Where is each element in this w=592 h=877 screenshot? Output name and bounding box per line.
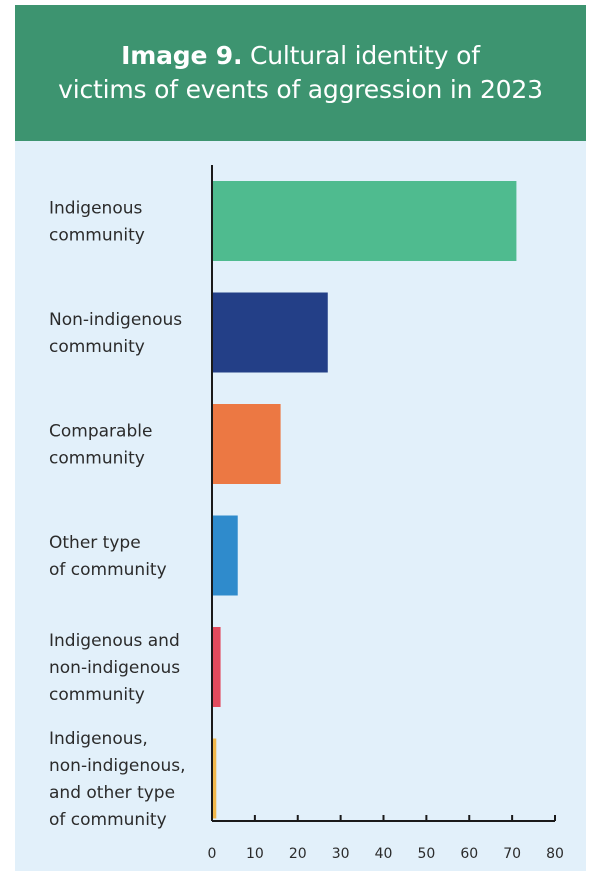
chart-title-prefix: Image 9. bbox=[121, 41, 243, 70]
chart-title-line-2: victims of events of aggression in 2023 bbox=[58, 75, 543, 104]
chart-title-text: Cultural identity of bbox=[250, 41, 480, 70]
category-label-5: Indigenous and non-indigenous community bbox=[49, 631, 180, 705]
chart-title-banner: Image 9. Cultural identity of victims of… bbox=[15, 5, 586, 141]
bar-5 bbox=[212, 627, 221, 707]
x-tick-label-0: 0 bbox=[208, 846, 217, 862]
chart-title-line-1: Image 9. Cultural identity of bbox=[121, 39, 480, 73]
x-tick-label-60: 60 bbox=[460, 846, 478, 862]
x-tick-label-80: 80 bbox=[546, 846, 564, 862]
category-label-2: Non-indigenous community bbox=[49, 310, 182, 357]
bar-1 bbox=[212, 181, 517, 261]
x-tick-label-70: 70 bbox=[503, 846, 521, 862]
category-label-3: Comparable community bbox=[49, 422, 152, 469]
category-label-1: Indigenous community bbox=[49, 199, 145, 246]
category-label-4: Other type of community bbox=[49, 533, 167, 580]
bar-4 bbox=[212, 515, 238, 596]
chart-panel bbox=[15, 141, 586, 871]
x-tick-label-30: 30 bbox=[332, 846, 350, 862]
x-tick-label-50: 50 bbox=[417, 846, 435, 862]
bar-3 bbox=[212, 404, 281, 484]
x-tick-label-40: 40 bbox=[375, 846, 393, 862]
bar-6 bbox=[212, 738, 217, 819]
x-tick-label-20: 20 bbox=[289, 846, 307, 862]
category-label-6: Indigenous, non-indigenous, and other type… bbox=[49, 729, 186, 830]
x-tick-label-10: 10 bbox=[246, 846, 264, 862]
bar-2 bbox=[212, 292, 328, 373]
